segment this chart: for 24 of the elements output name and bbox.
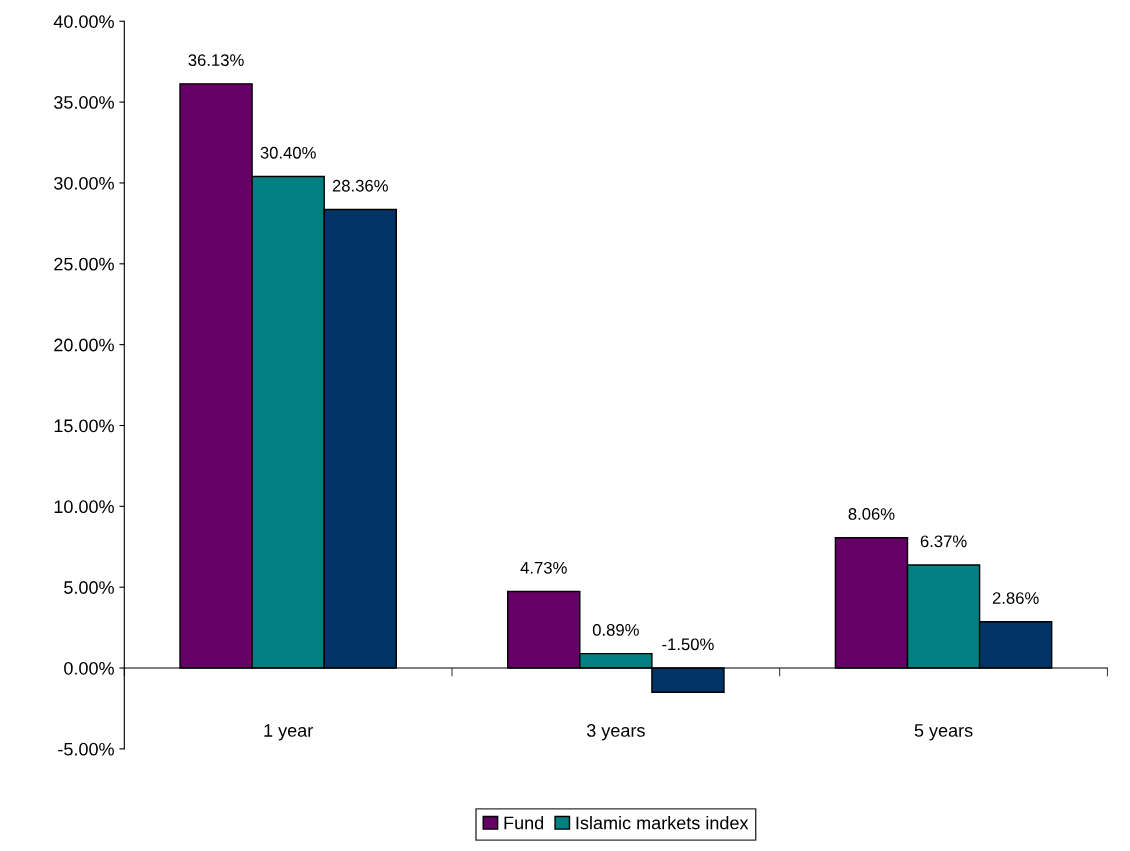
data-label: 0.89% [592, 624, 639, 636]
legend-label: Islamic markets index [576, 816, 749, 830]
y-tick-label: 25.00% [54, 257, 114, 271]
y-tick-label: 20.00% [54, 338, 114, 352]
data-label: 2.86% [992, 592, 1039, 604]
legend-label: Fund [504, 816, 544, 830]
data-label: 36.13% [188, 54, 244, 66]
data-label: -1.50% [662, 638, 714, 651]
data-label: 28.36% [332, 179, 388, 192]
y-tick-label: 35.00% [54, 96, 114, 109]
data-label: 4.73% [520, 561, 567, 574]
y-tick-label: 0.00% [64, 661, 114, 675]
data-label: 6.37% [920, 535, 967, 548]
y-tick-label: 30.00% [54, 176, 114, 190]
y-tick-label: 40.00% [53, 15, 114, 28]
x-tick-label: 3 years [586, 724, 645, 741]
y-tick-label: 5.00% [64, 581, 114, 594]
y-tick-label: 10.00% [54, 500, 114, 514]
data-label: 8.06% [848, 508, 895, 520]
x-tick-label: 1 year [264, 724, 313, 741]
data-label: 30.40% [260, 146, 316, 159]
y-tick-label: -5.00% [58, 742, 114, 756]
y-tick-label: 15.00% [54, 419, 114, 433]
x-tick-label: 5 years [914, 724, 973, 741]
